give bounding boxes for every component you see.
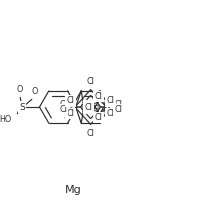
Text: Cl: Cl xyxy=(106,96,114,105)
Text: Cl: Cl xyxy=(106,109,114,118)
Text: Cl: Cl xyxy=(67,109,74,118)
Text: S: S xyxy=(19,103,25,112)
Text: Cl: Cl xyxy=(94,113,102,122)
Text: HO: HO xyxy=(0,115,11,124)
Text: O: O xyxy=(31,87,38,96)
Text: Cl: Cl xyxy=(67,96,74,105)
Text: Cl: Cl xyxy=(84,103,92,112)
Text: Cl: Cl xyxy=(84,102,92,111)
Text: Cl: Cl xyxy=(94,92,102,101)
Text: Cl: Cl xyxy=(59,100,67,109)
Text: Mg: Mg xyxy=(65,184,82,195)
Text: Cl: Cl xyxy=(59,105,67,114)
Text: Cl: Cl xyxy=(114,105,122,114)
Text: Cl: Cl xyxy=(86,129,94,138)
Text: Cl: Cl xyxy=(86,77,94,86)
Text: Cl: Cl xyxy=(114,100,122,109)
Text: O: O xyxy=(16,85,22,94)
